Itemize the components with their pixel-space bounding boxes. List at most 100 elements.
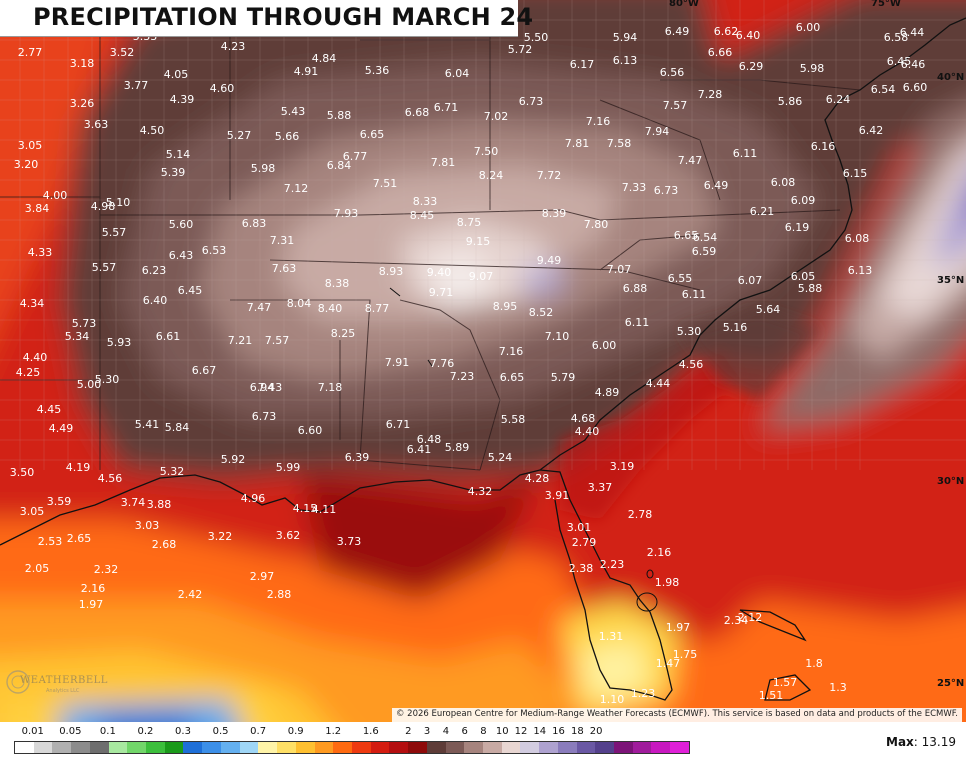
legend-swatch (557, 742, 577, 753)
legend-swatch (333, 742, 352, 753)
precip-value-label: 7.12 (284, 182, 309, 195)
precip-value-label: 6.29 (739, 60, 764, 73)
precip-value-label: 5.84 (165, 421, 190, 434)
legend-tick-label: 18 (570, 726, 584, 737)
precip-value-label: 6.56 (660, 66, 685, 79)
precip-value-label: 5.30 (95, 373, 120, 386)
precip-value-label: 4.91 (294, 65, 319, 78)
precip-value-label: 4.05 (164, 68, 189, 81)
precip-value-label: 9.49 (537, 254, 562, 267)
map-title-panel: PRECIPITATION THROUGH MARCH 24 (0, 0, 533, 37)
precip-value-label: 1.97 (666, 621, 691, 634)
precip-value-label: 5.32 (160, 465, 185, 478)
precip-value-label: 7.43 (258, 381, 283, 394)
precip-value-label: 7.16 (499, 345, 524, 358)
precip-value-label: 2.05 (25, 562, 50, 575)
precip-value-label: 4.23 (221, 40, 246, 53)
precip-value-label: 5.99 (276, 461, 301, 474)
legend-swatch (370, 742, 390, 753)
precip-value-label: 6.41 (407, 443, 432, 456)
legend-tick-label: 1.2 (325, 726, 342, 737)
precip-value-label: 1.47 (656, 657, 681, 670)
precip-value-label: 5.66 (275, 130, 300, 143)
legend-swatch (314, 742, 334, 753)
precipitation-map: 80°W 75°W 40°N 35°N 30°N 25°N 2.77 3.52 4.… (0, 0, 966, 722)
precip-value-label: 2.77 (18, 46, 43, 59)
precip-value-label: 7.81 (565, 137, 590, 150)
precip-value-label: 6.59 (692, 245, 717, 258)
precip-value-label: 5.34 (65, 330, 90, 343)
precip-value-label: 5.94 (613, 31, 638, 44)
precip-value-label: 6.16 (811, 140, 836, 153)
logo-subtext: Analytics LLC (46, 688, 80, 694)
precip-value-label: 7.76 (430, 357, 455, 370)
precip-value-label: 6.65 (360, 128, 385, 141)
precip-value-label: 8.25 (331, 327, 356, 340)
precip-value-label: 6.49 (704, 179, 729, 192)
precip-value-label: 3.05 (20, 505, 45, 518)
lat-label-35n: 35°N (937, 275, 964, 286)
precip-value-label: 6.04 (445, 67, 470, 80)
precip-value-label: 7.07 (607, 263, 632, 276)
legend-swatch (52, 742, 72, 753)
legend-swatch (33, 742, 53, 753)
precip-value-label: 5.93 (107, 336, 132, 349)
precip-value-label: 4.25 (16, 366, 41, 379)
legend-tick-label: 0.2 (137, 726, 154, 737)
precip-value-label: 6.84 (327, 159, 352, 172)
precip-value-label: 4.44 (646, 377, 671, 390)
precip-value-label: 8.40 (318, 302, 343, 315)
legend-tick-labels: 0.01 0.05 0.1 0.2 0.3 0.5 0.7 0.9 1.2 1.6 2 3 4 6 8 10 1… (14, 726, 690, 738)
precip-value-label: 5.86 (778, 95, 803, 108)
legend-swatch (258, 742, 278, 753)
legend-tick-label: 0.7 (250, 726, 267, 737)
lat-label-25n: 25°N (937, 678, 964, 689)
legend-swatch (445, 742, 465, 753)
precip-value-label: 4.56 (98, 472, 123, 485)
precip-value-label: 6.17 (570, 58, 595, 71)
precip-value-label: 4.39 (170, 93, 195, 106)
lat-label-30n: 30°N (937, 476, 964, 487)
legend-swatch (464, 742, 483, 753)
precip-value-label: 3.19 (610, 460, 635, 473)
precip-value-label: 2.23 (600, 558, 625, 571)
legend-tick-label: 6 (461, 726, 468, 737)
legend-swatch (164, 742, 184, 753)
legend-swatch (239, 742, 259, 753)
precip-value-label: 1.51 (759, 689, 784, 702)
logo-text: WEATHERBELL (20, 675, 108, 686)
legend-swatch (501, 742, 521, 753)
precip-value-label: 7.16 (586, 115, 611, 128)
precip-value-label: 8.77 (365, 302, 390, 315)
precip-value-label: 7.72 (537, 169, 562, 182)
precip-value-label: 8.04 (287, 297, 312, 310)
precip-value-label: 5.50 (524, 31, 549, 44)
precip-value-label: 6.71 (434, 101, 459, 114)
precip-value-label: 4.50 (140, 124, 165, 137)
precip-value-label: 8.95 (493, 300, 518, 313)
precip-value-label: 7.10 (545, 330, 570, 343)
precip-value-label: 6.53 (202, 244, 227, 257)
precip-detail (560, 310, 820, 520)
max-value-readout: Max: 13.19 (886, 735, 956, 749)
precip-value-label: 5.36 (365, 64, 390, 77)
precip-value-label: 6.09 (791, 194, 816, 207)
precip-value-label: 2.68 (152, 538, 177, 551)
precip-value-label: 4.19 (66, 461, 91, 474)
precip-value-label: 5.79 (551, 371, 576, 384)
legend-tick-label: 10 (495, 726, 509, 737)
precip-value-label: 4.84 (312, 52, 337, 65)
precip-value-label: 2.16 (81, 582, 106, 595)
precip-value-label: 8.75 (457, 216, 482, 229)
precip-value-label: 6.43 (169, 249, 194, 262)
legend-swatch (426, 742, 446, 753)
legend-swatch (595, 742, 614, 753)
precip-value-label: 6.24 (826, 93, 851, 106)
legend-swatch (651, 742, 671, 753)
legend-tick-label: 0.05 (59, 726, 82, 737)
precip-value-label: 6.54 (871, 83, 896, 96)
precip-value-label: 4.68 (571, 412, 596, 425)
precip-value-label: 8.52 (529, 306, 554, 319)
precip-value-label: 5.92 (221, 453, 246, 466)
lakes (389, 287, 658, 612)
